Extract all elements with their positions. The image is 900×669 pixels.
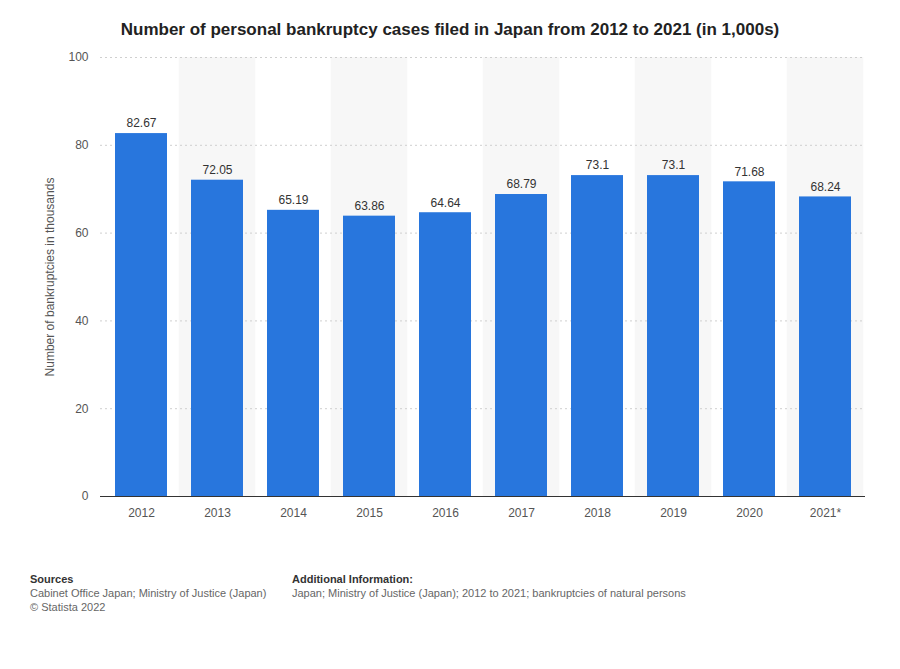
- svg-text:73.1: 73.1: [586, 158, 610, 172]
- html-text:Sources: Sources: [30, 573, 74, 585]
- svg-text:2013: 2013: [204, 506, 231, 520]
- svg-text:68.79: 68.79: [506, 177, 536, 191]
- html-text:Number of personal bankruptcy: Number of personal bankruptcy cases file…: [120, 20, 780, 39]
- svg-text:71.68: 71.68: [734, 165, 764, 179]
- html-text:Cabinet Office Japan; Ministry: Cabinet Office Japan; Ministry of Justic…: [30, 587, 267, 599]
- svg-text:2016: 2016: [432, 506, 459, 520]
- html-text:Japan; Ministry of Justice (Ja: Japan; Ministry of Justice (Japan); 2012…: [292, 587, 686, 599]
- svg-text:72.05: 72.05: [202, 163, 232, 177]
- svg-text:73.1: 73.1: [662, 158, 686, 172]
- svg-text:2020: 2020: [736, 506, 763, 520]
- svg-text:60: 60: [75, 226, 89, 240]
- svg-text:2014: 2014: [280, 506, 307, 520]
- html-text:© Statista 2022: © Statista 2022: [30, 601, 106, 613]
- svg-text:100: 100: [68, 50, 88, 64]
- svg-text:2017: 2017: [508, 506, 535, 520]
- svg-text:80: 80: [75, 138, 89, 152]
- svg-text:0: 0: [82, 489, 89, 503]
- svg-text:2019: 2019: [660, 506, 687, 520]
- svg-text:63.86: 63.86: [354, 199, 384, 213]
- svg-text:40: 40: [75, 314, 89, 328]
- svg-text:82.67: 82.67: [126, 116, 156, 130]
- svg-text:68.24: 68.24: [810, 180, 840, 194]
- svg-text:65.19: 65.19: [278, 193, 308, 207]
- svg-text:Number of bankruptcies in thou: Number of bankruptcies in thousands: [43, 178, 57, 377]
- html-text:Additional Information:: Additional Information:: [292, 573, 413, 585]
- svg-text:64.64: 64.64: [430, 196, 460, 210]
- svg-text:2012: 2012: [128, 506, 155, 520]
- svg-text:2021*: 2021*: [810, 506, 842, 520]
- svg-text:2015: 2015: [356, 506, 383, 520]
- svg-text:2018: 2018: [584, 506, 611, 520]
- svg-text:20: 20: [75, 402, 89, 416]
